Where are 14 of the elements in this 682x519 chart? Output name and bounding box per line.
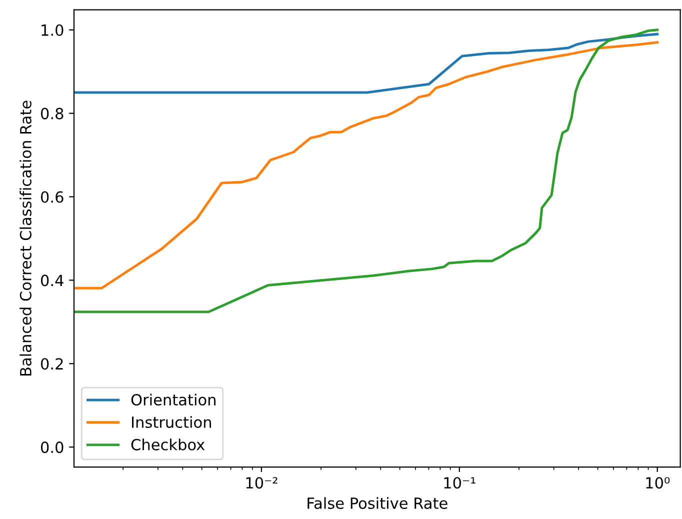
y-tick-label: 0.2 bbox=[40, 358, 63, 370]
x-tick-label: 10⁰ bbox=[646, 477, 670, 489]
legend-label: Checkbox bbox=[131, 438, 205, 450]
y-tick-label: 0.8 bbox=[40, 108, 64, 120]
x-tick-label: 10⁻¹ bbox=[444, 477, 476, 489]
y-tick-label: 0.6 bbox=[40, 191, 64, 203]
x-axis-title: False Positive Rate bbox=[308, 497, 448, 509]
y-tick-label: 1.0 bbox=[42, 24, 64, 36]
legend-label: Orientation bbox=[131, 394, 216, 406]
legend-label: Instruction bbox=[132, 416, 211, 428]
y-tick-label: 0.4 bbox=[40, 274, 64, 286]
y-tick-label: 0.0 bbox=[40, 442, 64, 454]
y-axis-title: Balanced Correct Classification Rate bbox=[20, 100, 32, 376]
x-tick-label: 10⁻² bbox=[246, 477, 278, 489]
